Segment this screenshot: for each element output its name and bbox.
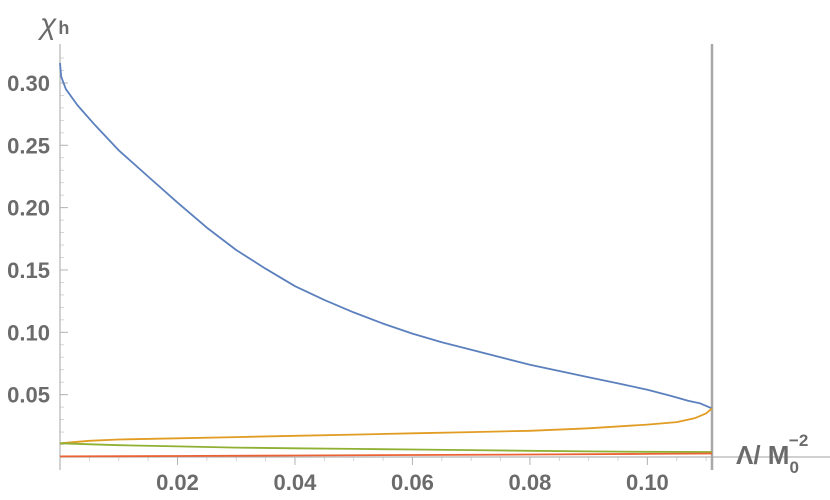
major-ticks [60,82,648,465]
series-group [59,62,713,458]
x-tick-label: 0.06 [391,470,434,495]
y-tick-label: 0.25 [7,133,50,158]
y-tick-label: 0.20 [7,196,50,221]
x-tick-label: 0.08 [508,470,551,495]
x-tick-label: 0.04 [274,470,318,495]
series-line-3 [59,442,713,453]
series-line-2 [59,407,713,445]
y-tick-label: 0.05 [7,383,50,408]
tick-labels: 0.02 0.04 0.06 0.08 0.10 0.05 0.10 0.15 0.20 0.25… [7,71,669,495]
x-axis-label: Λ/ M0−2 [736,431,808,477]
series-line-1 [59,62,713,410]
minor-ticks [60,57,707,461]
x-tick-label: 0.02 [156,470,199,495]
y-tick-label: 0.15 [7,258,50,283]
y-tick-label: 0.30 [7,71,50,96]
series-line-4 [59,452,713,458]
y-tick-label: 0.10 [7,320,50,345]
x-tick-label: 0.10 [626,470,669,495]
